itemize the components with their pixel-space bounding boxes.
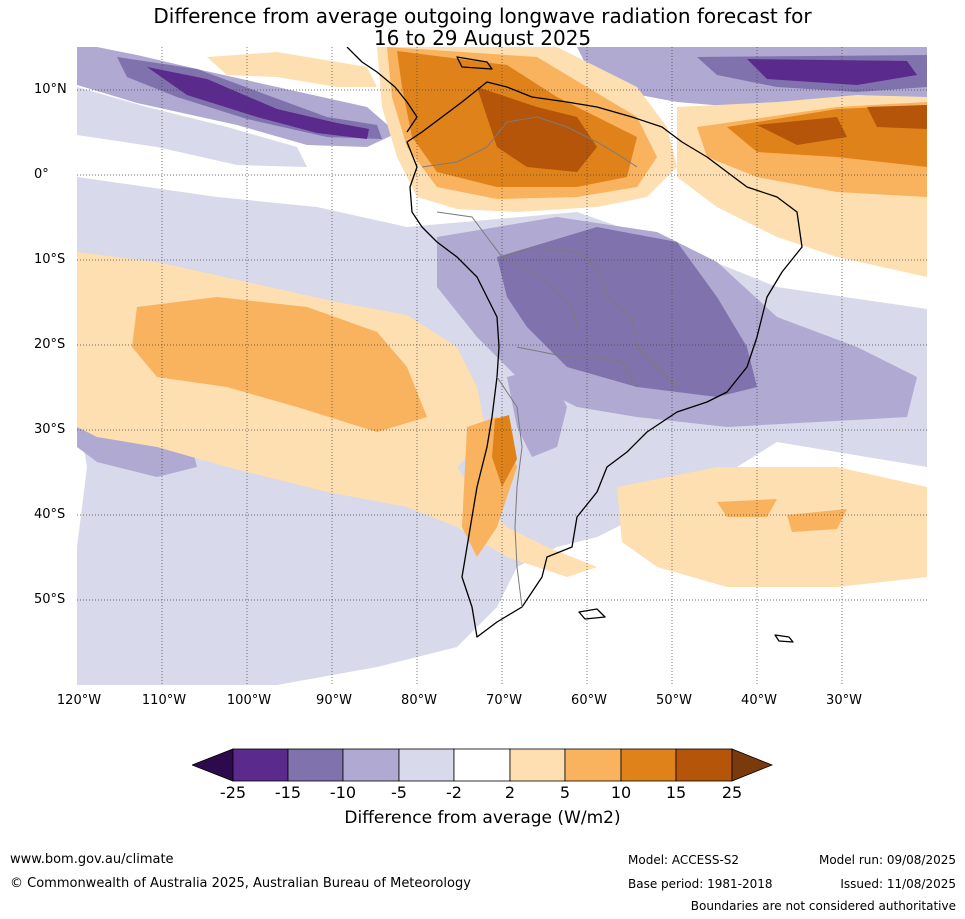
lon-label-60w: 60°W	[571, 693, 607, 708]
caribbean-island	[456, 56, 493, 70]
colorbar-segment-6	[509, 748, 566, 782]
lon-label-30w: 30°W	[826, 693, 862, 708]
olr-anomaly-map	[77, 47, 927, 685]
lon-label-70w: 70°W	[486, 693, 522, 708]
copyright-notice: © Commonwealth of Australia 2025, Austra…	[10, 876, 471, 891]
central-america-coastline	[346, 47, 418, 133]
colorbar-segment-9	[675, 748, 733, 782]
lat-label-40s: 40°S	[34, 507, 66, 522]
lat-label-50s: 50°S	[34, 592, 66, 607]
colorbar-tick: -15	[274, 783, 302, 802]
model-run-date: Model run: 09/08/2025	[818, 853, 956, 867]
lon-label-50w: 50°W	[656, 693, 692, 708]
issued-date: Issued: 11/08/2025	[840, 877, 956, 891]
positive-anomaly-fields	[77, 47, 927, 587]
map-title-line1: Difference from average outgoing longwav…	[153, 4, 812, 28]
lat-label-10n: 10°N	[34, 82, 67, 97]
colorbar-tick: 5	[559, 783, 571, 802]
lat-label-0: 0°	[34, 167, 49, 182]
colorbar-segment-above-25	[731, 748, 774, 782]
lat-label-20s: 20°S	[34, 337, 66, 352]
lon-label-80w: 80°W	[401, 693, 437, 708]
lat-label-10s: 10°S	[34, 252, 66, 267]
colorbar-tick: -5	[391, 783, 407, 802]
boundaries-disclaimer: Boundaries are not considered authoritat…	[690, 899, 956, 913]
model-name: Model: ACCESS-S2	[628, 853, 740, 867]
colorbar-segment-1	[232, 748, 289, 782]
lon-label-40w: 40°W	[741, 693, 777, 708]
colorbar-segment-2	[287, 748, 344, 782]
lon-label-120w: 120°W	[56, 693, 102, 708]
colorbar-segment-7	[564, 748, 622, 782]
colorbar-tick: 2	[504, 783, 516, 802]
colorbar-segment-below-25	[192, 748, 234, 782]
colorbar-tick: -10	[329, 783, 357, 802]
colorbar	[192, 748, 774, 782]
colorbar-label: Difference from average (W/m2)	[344, 808, 621, 828]
falkland-islands	[578, 608, 606, 620]
colorbar-tick: -25	[219, 783, 247, 802]
base-period: Base period: 1981-2018	[628, 877, 773, 891]
map-title-line2: 16 to 29 August 2025	[373, 26, 592, 50]
lon-label-100w: 100°W	[226, 693, 272, 708]
lon-label-110w: 110°W	[141, 693, 187, 708]
colorbar-segment-3	[342, 748, 400, 782]
colorbar-tick: 25	[721, 783, 743, 802]
colorbar-tick: 10	[610, 783, 632, 802]
colorbar-tick: 15	[665, 783, 687, 802]
graticule	[77, 47, 927, 685]
colorbar-tick: -2	[446, 783, 462, 802]
colorbar-segment-4	[398, 748, 455, 782]
colorbar-segment-5	[453, 748, 511, 782]
lon-label-90w: 90°W	[316, 693, 352, 708]
south-georgia	[774, 634, 794, 643]
country-borders	[421, 116, 678, 608]
south-america-coastline	[406, 81, 803, 638]
website-link[interactable]: www.bom.gov.au/climate	[10, 852, 174, 867]
lat-label-30s: 30°S	[34, 422, 66, 437]
coastlines	[346, 47, 803, 643]
colorbar-segment-8	[620, 748, 677, 782]
